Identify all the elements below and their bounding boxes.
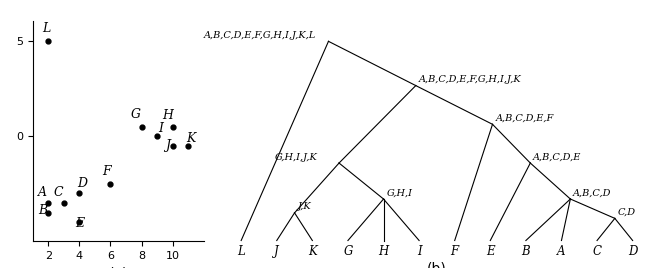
Text: J,K: J,K xyxy=(298,202,311,211)
Text: F: F xyxy=(451,245,459,258)
Text: G,H,I,J,K: G,H,I,J,K xyxy=(275,153,318,162)
Text: I: I xyxy=(417,245,421,258)
Text: C: C xyxy=(54,186,63,199)
Text: H: H xyxy=(162,109,173,122)
Text: A,B,C,D,E,F,G,H,I,J,K: A,B,C,D,E,F,G,H,I,J,K xyxy=(419,75,521,84)
Text: K: K xyxy=(308,245,317,258)
Text: J: J xyxy=(275,245,279,258)
Text: C,D: C,D xyxy=(618,208,636,217)
Text: A,B,C,D,E: A,B,C,D,E xyxy=(533,153,581,162)
Text: L: L xyxy=(42,22,50,35)
Text: G,H,I: G,H,I xyxy=(386,189,413,198)
Text: B: B xyxy=(522,245,530,258)
Text: F: F xyxy=(102,165,111,178)
Text: A,B,C,D: A,B,C,D xyxy=(573,189,612,198)
Text: A: A xyxy=(39,186,47,199)
Text: L: L xyxy=(237,245,245,258)
Text: I: I xyxy=(158,122,163,135)
Text: E: E xyxy=(486,245,495,258)
Text: H: H xyxy=(378,245,389,258)
Text: D: D xyxy=(628,245,637,258)
Text: A,B,C,D,E,F,G,H,I,J,K,L: A,B,C,D,E,F,G,H,I,J,K,L xyxy=(204,31,316,40)
Text: E: E xyxy=(75,217,84,230)
Text: A,B,C,D,E,F: A,B,C,D,E,F xyxy=(495,114,554,123)
Text: D: D xyxy=(77,177,87,189)
Text: G: G xyxy=(343,245,353,258)
Text: G: G xyxy=(131,108,141,121)
Text: C: C xyxy=(593,245,602,258)
Text: K: K xyxy=(186,132,195,145)
Text: A: A xyxy=(557,245,566,258)
Text: J: J xyxy=(165,139,170,152)
Text: (b): (b) xyxy=(427,261,447,268)
X-axis label: (a): (a) xyxy=(108,266,128,268)
Text: B: B xyxy=(38,204,47,217)
